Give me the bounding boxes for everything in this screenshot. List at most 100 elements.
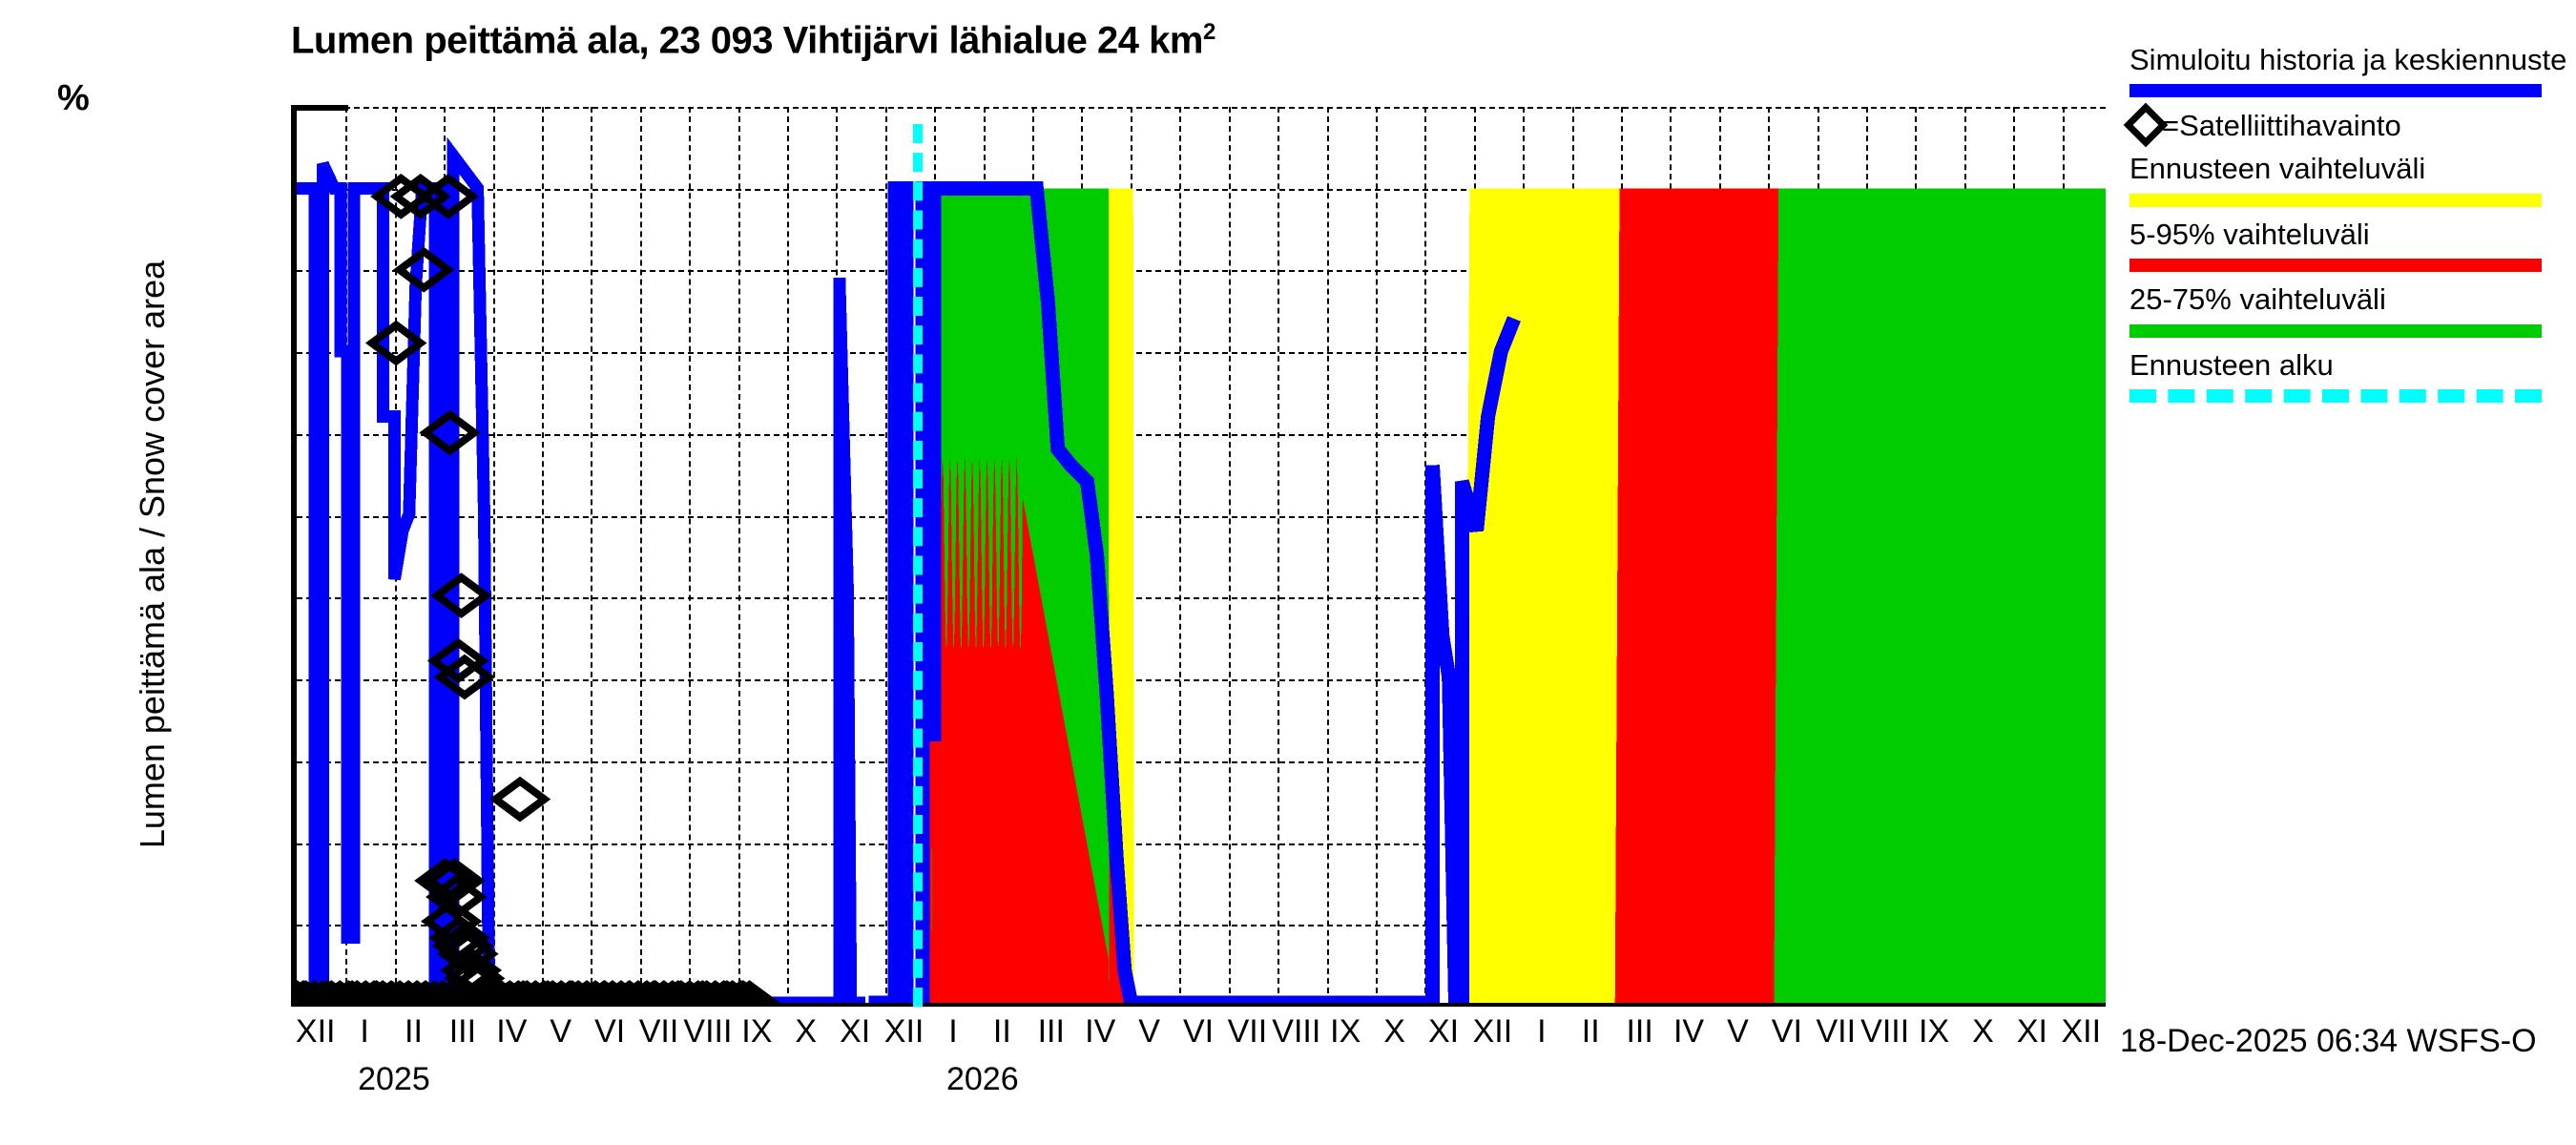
- satellite-observation-marker: [364, 320, 427, 366]
- y-gridline: [297, 433, 2106, 436]
- x-axis-month-label: V: [550, 1013, 572, 1050]
- y-gridline: [297, 597, 2106, 600]
- satellite-observation-marker: [419, 409, 481, 456]
- x-axis-month-label: XII: [295, 1013, 336, 1050]
- x-axis-month-label: IX: [1919, 1013, 1950, 1050]
- x-axis-month-label: II: [405, 1013, 423, 1050]
- satellite-observation-marker: [433, 654, 496, 700]
- plot-area: 0102030405060708090100110: [291, 107, 2106, 1007]
- x-axis-month-label: IV: [1085, 1013, 1116, 1050]
- x-axis-month-label: VII: [638, 1013, 679, 1050]
- satellite-observation-marker: [414, 858, 476, 904]
- satellite-observation-marker: [447, 964, 509, 1003]
- satellite-observation-marker: [701, 980, 763, 1003]
- x-axis-month-label: XII: [2061, 1013, 2102, 1050]
- satellite-observation-marker: [718, 980, 780, 1003]
- legend-satellite-observation: =Satelliittihavainto: [2129, 109, 2576, 141]
- satellite-observation-marker: [426, 637, 489, 684]
- legend: Simuloitu historia ja keskiennuste =Satel…: [2129, 44, 2576, 414]
- x-gridline: [787, 107, 790, 1003]
- legend-label: Ennusteen vaihteluväli: [2129, 152, 2426, 186]
- y-gridline: [297, 352, 2106, 355]
- x-gridline: [1179, 107, 1182, 1003]
- x-axis-month-label: I: [1537, 1013, 1547, 1050]
- x-axis-month-label: VIII: [1272, 1013, 1321, 1050]
- x-axis-month-label: IX: [741, 1013, 773, 1050]
- x-axis-month-label: II: [992, 1013, 1011, 1050]
- y-gridline: [297, 679, 2106, 682]
- x-gridline: [591, 107, 593, 1003]
- legend-range-25-75-swatch: [2129, 323, 2542, 338]
- x-gridline: [1326, 107, 1329, 1003]
- x-axis-month-label: II: [1581, 1013, 1600, 1050]
- x-gridline: [884, 107, 887, 1003]
- page-title-text: Lumen peittämä ala, 23 093 Vihtijärvi lä…: [291, 19, 1203, 62]
- x-gridline: [1375, 107, 1378, 1003]
- x-axis-month-label: XI: [1427, 1013, 1460, 1050]
- range-25-75-band: [910, 188, 2106, 1003]
- y-gridline: [297, 515, 2106, 518]
- x-axis-month-label: VIII: [683, 1013, 733, 1050]
- x-axis-month-label: VI: [1182, 1013, 1215, 1050]
- satellite-observation-marker: [488, 776, 551, 822]
- x-axis-month-label: VII: [1227, 1013, 1268, 1050]
- satellite-observation-marker: [417, 174, 480, 219]
- x-gridline: [1228, 107, 1231, 1003]
- x-gridline: [737, 107, 740, 1003]
- x-axis-month-label: VII: [1816, 1013, 1857, 1050]
- satellite-observation-marker: [392, 246, 455, 293]
- diamond-icon: [2129, 109, 2162, 141]
- satellite-observation-marker: [424, 858, 486, 904]
- y-axis-title: Lumen peittämä ala / Snow cover area: [133, 260, 172, 849]
- x-axis-month-label: IV: [1672, 1013, 1705, 1050]
- x-axis-month-label: III: [1626, 1013, 1653, 1050]
- simulated-history-line: [297, 136, 866, 1003]
- legend-mean-forecast-swatch: [2129, 84, 2542, 98]
- satellite-observations-layer: [297, 107, 2106, 1003]
- legend-label: Simuloitu historia ja keskiennuste: [2129, 43, 2567, 76]
- x-axis-year-label: 2026: [945, 1061, 1019, 1097]
- x-axis-month-label: V: [1727, 1013, 1749, 1050]
- forecast-start-line: [912, 124, 923, 1007]
- x-axis-month-label: IX: [1330, 1013, 1361, 1050]
- satellite-observation-marker: [693, 980, 755, 1003]
- x-axis-month-label: I: [360, 1013, 369, 1050]
- forecast-bands-layer: [297, 107, 2106, 1003]
- x-gridline: [1278, 107, 1280, 1003]
- x-gridline: [689, 107, 692, 1003]
- page-title: Lumen peittämä ala, 23 093 Vihtijärvi lä…: [291, 19, 1818, 62]
- legend-label: 25-75% vaihteluväli: [2129, 282, 2386, 317]
- satellite-observation-marker: [370, 174, 432, 219]
- x-axis-year-label: 2025: [358, 1061, 430, 1097]
- x-axis-month-label: VI: [594, 1013, 626, 1050]
- legend-forecast-start-swatch: [2129, 389, 2542, 404]
- x-axis-month-label: VI: [1771, 1013, 1802, 1050]
- x-axis-month-label: XI: [840, 1013, 871, 1050]
- satellite-observation-marker: [710, 980, 772, 1003]
- x-axis-month-label: III: [1037, 1013, 1065, 1050]
- mean-forecast-layer: [297, 107, 2106, 1003]
- page-title-superscript: 2: [1202, 19, 1215, 45]
- legend-label: Ennusteen alku: [2129, 347, 2334, 382]
- timestamp: 18-Dec-2025 06:34 WSFS-O: [2120, 1023, 2537, 1059]
- x-gridline: [639, 107, 642, 1003]
- legend-label: 5-95% vaihteluväli: [2129, 217, 2370, 251]
- x-axis-month-label: V: [1138, 1013, 1160, 1050]
- x-axis-month-label: XI: [2016, 1013, 2047, 1050]
- x-axis-month-label: X: [1972, 1013, 1994, 1050]
- x-axis-month-label: XII: [1472, 1013, 1513, 1050]
- x-gridline: [542, 107, 545, 1003]
- y-gridline: [297, 107, 2106, 109]
- satellite-observation-marker: [430, 572, 492, 619]
- y-gridline: [297, 270, 2106, 273]
- legend-forecast-range-swatch: [2129, 193, 2542, 207]
- y-axis-unit: %: [57, 78, 90, 118]
- y-gridline: [297, 925, 2106, 927]
- legend-range-5-95-swatch: [2129, 259, 2542, 273]
- legend-label: =Satelliittihavainto: [2162, 108, 2401, 142]
- satellite-observation-marker: [426, 874, 488, 920]
- satellite-observation-marker: [428, 914, 491, 961]
- x-axis-month-label: X: [795, 1013, 818, 1050]
- x-axis-month-label: X: [1383, 1013, 1405, 1050]
- mean-forecast-line: [868, 180, 1521, 1003]
